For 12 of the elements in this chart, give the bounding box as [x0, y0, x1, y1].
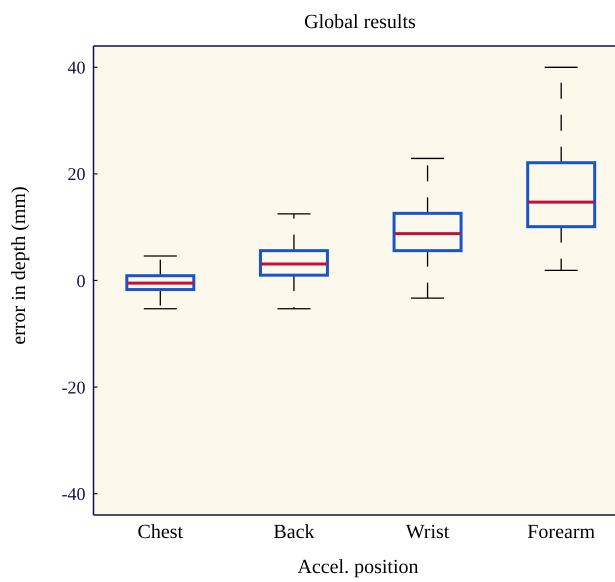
y-tick-label: 40 — [68, 58, 86, 78]
x-axis-title: Accel. position — [297, 556, 419, 578]
x-tick-label: Forearm — [527, 521, 596, 543]
x-tick-label: Chest — [138, 521, 184, 543]
y-axis-title: error in depth (mm) — [8, 186, 30, 345]
x-tick-label: Wrist — [406, 521, 450, 543]
y-tick-label: 0 — [76, 270, 86, 291]
y-tick-label: -20 — [62, 377, 86, 398]
chart-title: Global results — [304, 11, 416, 33]
x-tick-label: Back — [273, 521, 314, 543]
y-tick-label: -40 — [62, 484, 86, 504]
y-tick-label: 20 — [68, 164, 86, 184]
